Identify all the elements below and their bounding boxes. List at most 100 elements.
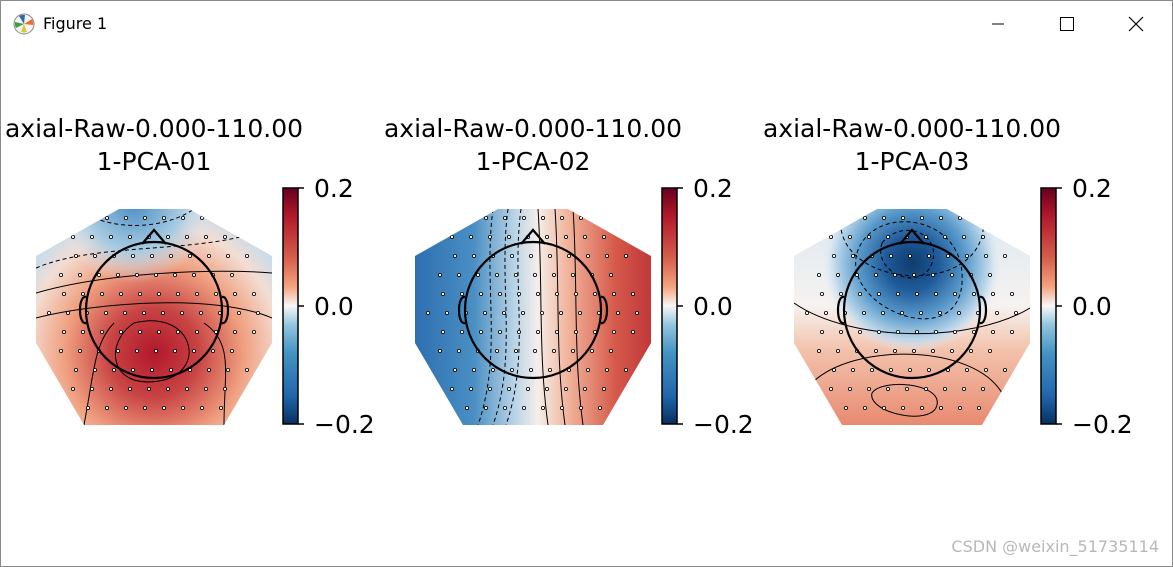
sensor-dot xyxy=(927,253,932,258)
sensor-dot xyxy=(156,329,161,334)
sensor-dot xyxy=(78,272,83,277)
sensor-dot xyxy=(536,291,541,296)
sensor-dot xyxy=(71,386,76,391)
sensor-dot xyxy=(915,291,920,296)
sensor-dot xyxy=(908,367,913,372)
sensor-dot xyxy=(548,253,553,258)
sensor-dot xyxy=(81,329,86,334)
sensor-dot xyxy=(548,367,553,372)
sensor-dot xyxy=(920,215,925,220)
sensor-dot xyxy=(981,386,986,391)
sensor-dot xyxy=(912,272,917,277)
sensor-dot xyxy=(533,272,538,277)
minimize-button[interactable] xyxy=(963,1,1033,47)
sensor-dot xyxy=(965,253,970,258)
sensor-dot xyxy=(255,310,260,315)
sensor-dot xyxy=(889,367,894,372)
close-button[interactable] xyxy=(1101,1,1171,47)
sensor-dot xyxy=(142,215,147,220)
left-ear-outline xyxy=(78,295,87,325)
sensor-dot xyxy=(180,215,185,220)
matplotlib-logo-icon xyxy=(13,13,35,35)
sensor-dot xyxy=(437,272,442,277)
topomap-title-line2: 1-PCA-01 xyxy=(97,147,212,176)
sensor-dot xyxy=(440,329,445,334)
topomap-panel-2: axial-Raw-0.000-110.00 1-PCA-02 0.2 0.0 −0.2 xyxy=(384,114,754,439)
sensor-dot xyxy=(881,310,886,315)
contour-line xyxy=(572,209,584,425)
sensor-dot xyxy=(244,253,249,258)
sensor-dot xyxy=(938,310,943,315)
sensor-dot xyxy=(104,310,109,315)
contour-line xyxy=(203,322,227,425)
sensor-dot xyxy=(153,272,158,277)
sensor-dot xyxy=(886,386,891,391)
maximize-button[interactable] xyxy=(1032,1,1102,47)
sensor-dot xyxy=(74,367,79,372)
colorbar xyxy=(661,187,678,425)
sensor-dot xyxy=(855,272,860,277)
sensor-dot xyxy=(225,253,230,258)
sensor-dot xyxy=(175,291,180,296)
sensor-dot xyxy=(251,291,256,296)
sensor-dot xyxy=(977,405,982,410)
sensor-dot xyxy=(602,234,607,239)
sensor-dot xyxy=(206,367,211,372)
sensor-dot xyxy=(574,291,579,296)
sensor-dot xyxy=(244,367,249,372)
sensor-dot xyxy=(953,291,958,296)
sensor-dot xyxy=(552,272,557,277)
contour-line xyxy=(505,209,522,425)
sensor-dot xyxy=(905,386,910,391)
sensor-dot xyxy=(858,291,863,296)
sensor-dot xyxy=(502,215,507,220)
left-ear-outline xyxy=(457,295,466,325)
sensor-dot xyxy=(425,310,430,315)
sensor-dot xyxy=(130,367,135,372)
sensor-dot xyxy=(836,348,841,353)
sensor-dot xyxy=(832,367,837,372)
right-ear-outline xyxy=(979,295,988,325)
sensor-dot xyxy=(984,253,989,258)
sensor-dot xyxy=(81,291,86,296)
sensor-dot xyxy=(552,348,557,353)
sensor-dot xyxy=(456,272,461,277)
sensor-dot xyxy=(137,329,142,334)
contour-line xyxy=(492,209,509,425)
contour-line xyxy=(855,221,963,320)
sensor-dot xyxy=(74,253,79,258)
sensor-dot xyxy=(175,329,180,334)
sensor-dot xyxy=(863,215,868,220)
sensor-dot xyxy=(631,329,636,334)
sensor-dot xyxy=(934,329,939,334)
sensor-dot xyxy=(598,405,603,410)
sensor-dot xyxy=(536,329,541,334)
contour-line xyxy=(477,209,494,425)
sensor-dot xyxy=(119,291,124,296)
sensor-dot xyxy=(981,234,986,239)
sensor-dot xyxy=(571,272,576,277)
topomap-title-line1: axial-Raw-0.000-110.00 xyxy=(763,114,1061,143)
sensor-dot xyxy=(829,234,834,239)
sensor-dot xyxy=(521,310,526,315)
sensor-dot xyxy=(851,253,856,258)
sensor-dot xyxy=(194,329,199,334)
sensor-dot xyxy=(116,348,121,353)
contour-line xyxy=(36,270,272,294)
sensor-dot xyxy=(105,215,110,220)
sensor-dot xyxy=(631,291,636,296)
sensor-dot xyxy=(213,291,218,296)
sensor-dot xyxy=(896,291,901,296)
sensor-dot xyxy=(482,310,487,315)
sensor-dot xyxy=(927,367,932,372)
sensor-dot xyxy=(991,329,996,334)
sensor-dot xyxy=(602,386,607,391)
sensor-dot xyxy=(497,291,502,296)
sensor-dot xyxy=(832,253,837,258)
title-bar[interactable]: Figure 1 xyxy=(1,1,1172,47)
colorbar-tick-label: 0.2 xyxy=(314,174,354,203)
sensor-dot xyxy=(571,348,576,353)
sensor-dot xyxy=(844,215,849,220)
sensor-dot xyxy=(844,405,849,410)
sensor-dot xyxy=(969,348,974,353)
